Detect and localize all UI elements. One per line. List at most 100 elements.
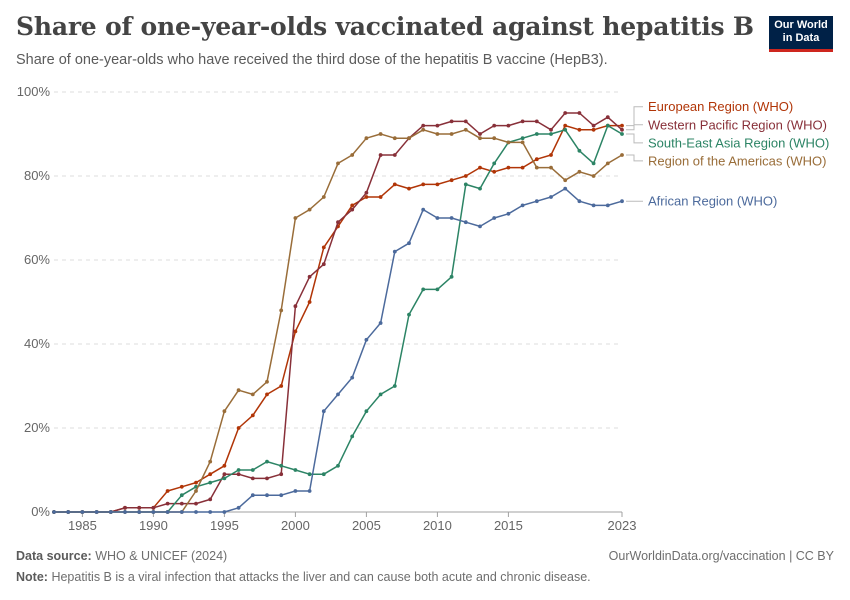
data-point: [392, 249, 397, 254]
data-point: [250, 392, 255, 397]
data-point: [463, 220, 468, 225]
data-point: [549, 165, 553, 170]
x-tick-label: 1995: [210, 518, 239, 533]
data-point: [137, 510, 142, 514]
data-point: [250, 493, 255, 498]
data-point: [534, 165, 539, 170]
data-point: [435, 182, 440, 187]
y-tick-label: 40%: [24, 336, 50, 351]
legend-connector: [626, 133, 643, 144]
data-point: [478, 136, 482, 141]
data-point: [449, 178, 454, 183]
data-point: [307, 207, 312, 212]
note-text: Hepatitis B is a viral infection that at…: [51, 570, 591, 584]
data-point: [478, 186, 482, 191]
data-point: [151, 505, 156, 510]
logo-line-2: in Data: [782, 32, 820, 44]
data-point: [435, 132, 440, 136]
x-tick-label: 2010: [423, 518, 452, 533]
data-point: [279, 308, 284, 313]
data-point: [137, 505, 142, 510]
data-point: [336, 392, 340, 397]
data-point: [421, 287, 426, 292]
data-point: [265, 476, 269, 481]
series-line: [54, 124, 623, 513]
data-point: [591, 123, 596, 128]
data-point: [378, 321, 383, 325]
data-point: [449, 216, 454, 220]
chart-subtitle: Share of one-year-olds who have received…: [16, 52, 608, 68]
data-point: [350, 153, 355, 157]
x-tick-label: 2005: [352, 518, 381, 533]
series-label: South-East Asia Region (WHO): [648, 135, 829, 150]
data-point: [534, 199, 539, 204]
data-point: [321, 409, 326, 414]
data-point: [194, 489, 198, 493]
data-point: [265, 379, 269, 384]
data-point: [307, 472, 312, 477]
logo-line-1: Our World: [774, 19, 828, 31]
data-point: [179, 484, 184, 489]
data-point: [463, 119, 468, 124]
data-point: [179, 501, 184, 506]
data-point: [563, 127, 568, 132]
y-tick-label: 100%: [17, 84, 51, 99]
data-point: [293, 304, 298, 309]
note-label: Note:: [16, 570, 48, 584]
data-point: [165, 489, 170, 493]
data-source: Data source: WHO & UNICEF (2024): [16, 549, 227, 563]
data-point: [307, 274, 312, 279]
data-point: [378, 132, 383, 136]
data-point: [336, 463, 340, 468]
data-point: [591, 174, 596, 178]
data-point: [620, 127, 624, 132]
y-tick-label: 80%: [24, 168, 50, 183]
data-point: [165, 501, 170, 506]
data-point: [549, 153, 553, 157]
data-point: [421, 182, 426, 187]
data-point: [506, 140, 511, 145]
data-point: [563, 111, 568, 115]
data-point: [307, 489, 312, 493]
data-point: [620, 123, 624, 128]
data-point: [591, 127, 596, 132]
data-point: [265, 493, 269, 498]
series-label: European Region (WHO): [648, 99, 793, 114]
source-url[interactable]: OurWorldinData.org/vaccination | CC BY: [608, 549, 834, 563]
data-point: [407, 186, 411, 191]
data-point: [208, 480, 213, 485]
data-point: [293, 216, 298, 220]
data-point: [421, 123, 426, 128]
chart-note: Note: Hepatitis B is a viral infection t…: [16, 570, 591, 584]
data-point: [563, 186, 568, 191]
data-point: [620, 153, 624, 157]
owid-logo[interactable]: Our World in Data: [769, 16, 833, 52]
data-point: [449, 132, 454, 136]
data-point: [520, 165, 525, 170]
data-point: [208, 510, 213, 514]
data-point: [407, 136, 411, 141]
series-label: African Region (WHO): [648, 194, 777, 209]
data-point: [534, 157, 539, 162]
data-point: [94, 510, 99, 514]
data-point: [208, 459, 213, 464]
data-point: [378, 392, 383, 397]
data-point: [506, 123, 511, 128]
data-point: [236, 388, 241, 393]
data-point: [222, 476, 227, 481]
data-point: [165, 510, 170, 514]
data-point: [321, 195, 326, 199]
data-point: [378, 153, 383, 157]
data-point: [364, 337, 369, 342]
data-point: [591, 161, 596, 166]
data-point: [478, 132, 482, 136]
data-point: [222, 510, 227, 514]
data-point: [549, 132, 553, 136]
data-point: [250, 476, 255, 481]
y-tick-label: 20%: [24, 420, 50, 435]
data-point: [80, 510, 85, 514]
data-point: [350, 203, 355, 208]
data-point: [506, 165, 511, 170]
data-point: [364, 190, 369, 195]
